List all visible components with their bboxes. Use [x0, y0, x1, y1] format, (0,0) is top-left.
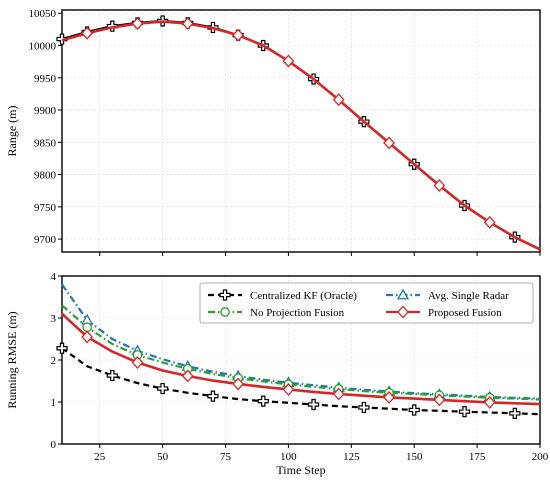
series-line-no-projection-fusion [61, 304, 541, 401]
legend-label-proposed-fusion: Proposed Fusion [428, 307, 502, 319]
y-tick-label: 1 [51, 397, 57, 409]
x-tick-label: 125 [343, 451, 360, 463]
series-proposed-fusion [61, 312, 541, 409]
data-point-centralized-kf-oracle [257, 395, 269, 407]
data-point-centralized-kf-oracle [458, 406, 471, 418]
legend-box [199, 282, 534, 324]
y-tick-label: 9800 [34, 170, 57, 182]
y-tick-label: 9750 [34, 202, 57, 214]
data-point-proposed-fusion [483, 395, 496, 409]
y-tick-label: 10050 [29, 8, 57, 20]
series-line-proposed-fusion [61, 312, 541, 406]
data-point-proposed-fusion [81, 26, 94, 40]
data-point-proposed-fusion [383, 390, 395, 404]
y-tick-label: 4 [51, 271, 57, 283]
y-tick-label: 9950 [34, 73, 57, 85]
data-point-proposed-fusion [181, 17, 194, 31]
range-panel: 9700 9750 9800 9850 9900 9950 10000 10050 Range … [5, 8, 541, 256]
y-axis-label: Running RMSE (m) [5, 311, 19, 408]
series-centralized-kf-oracle [56, 342, 541, 419]
data-point-proposed-fusion [131, 17, 144, 31]
y-tick-label: 10000 [29, 40, 57, 52]
y-tick-label: 3 [51, 313, 57, 325]
x-tick-label: 150 [406, 451, 423, 463]
x-tick-label: 100 [280, 451, 297, 463]
series-line-centralized-kf-oracle [61, 19, 541, 251]
y-axis-label: Range (m) [5, 106, 19, 157]
y-tick-label: 9850 [34, 137, 57, 149]
data-point-proposed-fusion [282, 382, 295, 396]
data-point-proposed-fusion [232, 28, 244, 42]
data-point-proposed-fusion [232, 377, 244, 391]
data-point-centralized-kf-oracle [307, 398, 320, 411]
series-centralized-kf-oracle [56, 15, 541, 251]
data-point-proposed-fusion [332, 387, 345, 401]
legend-label-avg-single-radar: Avg. Single Radar [428, 290, 509, 302]
data-point-centralized-kf-oracle [106, 369, 118, 382]
data-point-proposed-fusion [483, 215, 496, 229]
y-tick-label: 9900 [34, 105, 57, 117]
series-line-proposed-fusion [61, 20, 541, 251]
x-axis-label: Time Step [276, 463, 325, 477]
legend-marker-no-projection-fusion [220, 307, 230, 317]
data-point-proposed-fusion [383, 136, 395, 150]
x-tick-label: 175 [469, 451, 486, 463]
legend-marker-avg-single-radar [396, 288, 410, 300]
data-point-proposed-fusion [282, 54, 295, 68]
data-point-centralized-kf-oracle [358, 401, 370, 414]
rmse-panel: 0 1 2 3 4 25 50 75 100 125 150 175 200 Running RMSE (… [5, 271, 549, 477]
data-point-centralized-kf-oracle [408, 404, 420, 416]
data-point-centralized-kf-oracle [509, 407, 521, 419]
x-tick-label: 200 [532, 451, 549, 463]
data-point-proposed-fusion [433, 179, 446, 192]
series-line-centralized-kf-oracle [61, 347, 541, 416]
data-point-centralized-kf-oracle [207, 390, 219, 402]
data-point-proposed-fusion [131, 356, 144, 369]
data-point-centralized-kf-oracle [56, 342, 68, 354]
legend-label-centralized-kf-oracle: Centralized KF (Oracle) [250, 290, 357, 302]
y-tick-label: 9700 [34, 234, 57, 246]
axes-frame [61, 9, 541, 253]
data-point-no-projection-fusion [82, 322, 93, 333]
legend-marker-centralized-kf-oracle [219, 289, 231, 301]
legend: Centralized KF (Oracle) Avg. Single Radar… [199, 282, 534, 324]
data-point-centralized-kf-oracle [157, 382, 169, 395]
legend-label-no-projection-fusion: No Projection Fusion [250, 307, 345, 319]
x-tick-label: 75 [220, 451, 232, 463]
data-point-proposed-fusion [433, 393, 446, 407]
legend-marker-proposed-fusion [397, 305, 409, 319]
data-point-proposed-fusion [81, 330, 94, 344]
x-tick-label: 25 [94, 451, 106, 463]
y-tick-label: 0 [51, 439, 57, 451]
y-tick-label: 2 [51, 355, 57, 367]
data-point-proposed-fusion [332, 93, 345, 107]
x-tick-label: 50 [157, 451, 169, 463]
series-proposed-fusion [61, 17, 541, 251]
data-point-proposed-fusion [181, 369, 194, 383]
